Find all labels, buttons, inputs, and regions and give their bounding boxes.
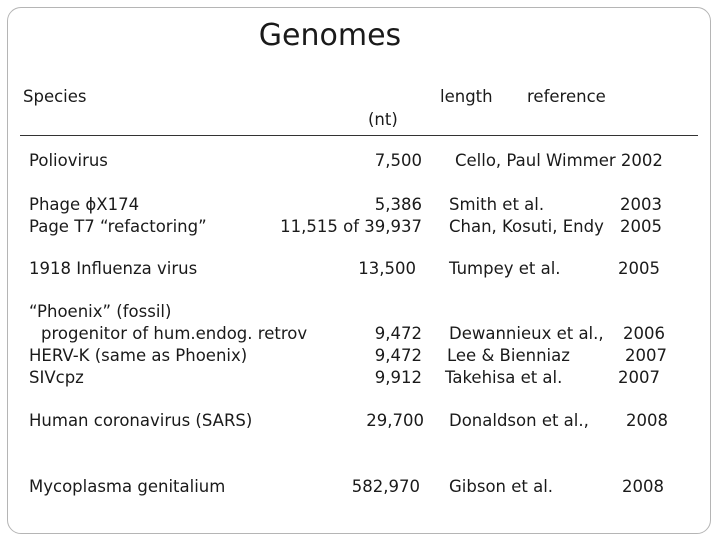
row-reference: Smith et al. <box>449 195 545 214</box>
row-length: 9,912 <box>374 368 422 387</box>
row-year: 2008 <box>622 477 664 496</box>
row-species: 1918 Influenza virus <box>29 259 198 278</box>
row-reference: Lee & Bienniaz <box>447 346 570 365</box>
row-reference: Cello, Paul Wimmer 2002 <box>455 151 663 170</box>
row-reference: Donaldson et al., <box>449 411 589 430</box>
header-length: length <box>440 87 493 106</box>
row-species: SIVcpz <box>29 368 84 387</box>
row-year: 2006 <box>623 324 665 343</box>
row-species: progenitor of hum.endog. retrov <box>41 324 308 343</box>
slide-title: Genomes <box>258 18 402 53</box>
row-year: 2008 <box>626 411 668 430</box>
row-species: Human coronavirus (SARS) <box>29 411 253 430</box>
row-length: 9,472 <box>374 324 422 343</box>
row-species: HERV-K (same as Phoenix) <box>29 346 248 365</box>
header-species: Species <box>23 87 87 106</box>
row-species: “Phoenix” (fossil) <box>29 302 172 321</box>
row-year: 2003 <box>620 195 662 214</box>
row-reference: Chan, Kosuti, Endy <box>449 217 604 236</box>
row-reference: Takehisa et al. <box>445 368 563 387</box>
row-reference: Tumpey et al. <box>449 259 561 278</box>
row-reference: Dewannieux et al., <box>449 324 604 343</box>
row-year: 2005 <box>618 259 660 278</box>
row-length: 11,515 of 39,937 <box>280 217 422 236</box>
header-unit: (nt) <box>368 110 398 129</box>
row-species: Phage ϕX174 <box>29 195 140 214</box>
row-length: 7,500 <box>374 151 422 170</box>
row-length: 9,472 <box>374 346 422 365</box>
row-length: 582,970 <box>351 477 420 496</box>
row-species: Poliovirus <box>29 151 108 170</box>
row-length: 13,500 <box>358 259 416 278</box>
header-divider <box>20 135 698 136</box>
row-year: 2007 <box>618 368 660 387</box>
slide-frame <box>7 7 711 534</box>
row-length: 29,700 <box>366 411 424 430</box>
row-species: Page T7 “refactoring” <box>29 217 207 236</box>
row-species: Mycoplasma genitalium <box>29 477 226 496</box>
row-reference: Gibson et al. <box>449 477 554 496</box>
row-length: 5,386 <box>374 195 422 214</box>
header-reference: reference <box>527 87 606 106</box>
row-year: 2005 <box>620 217 662 236</box>
row-year: 2007 <box>625 346 667 365</box>
